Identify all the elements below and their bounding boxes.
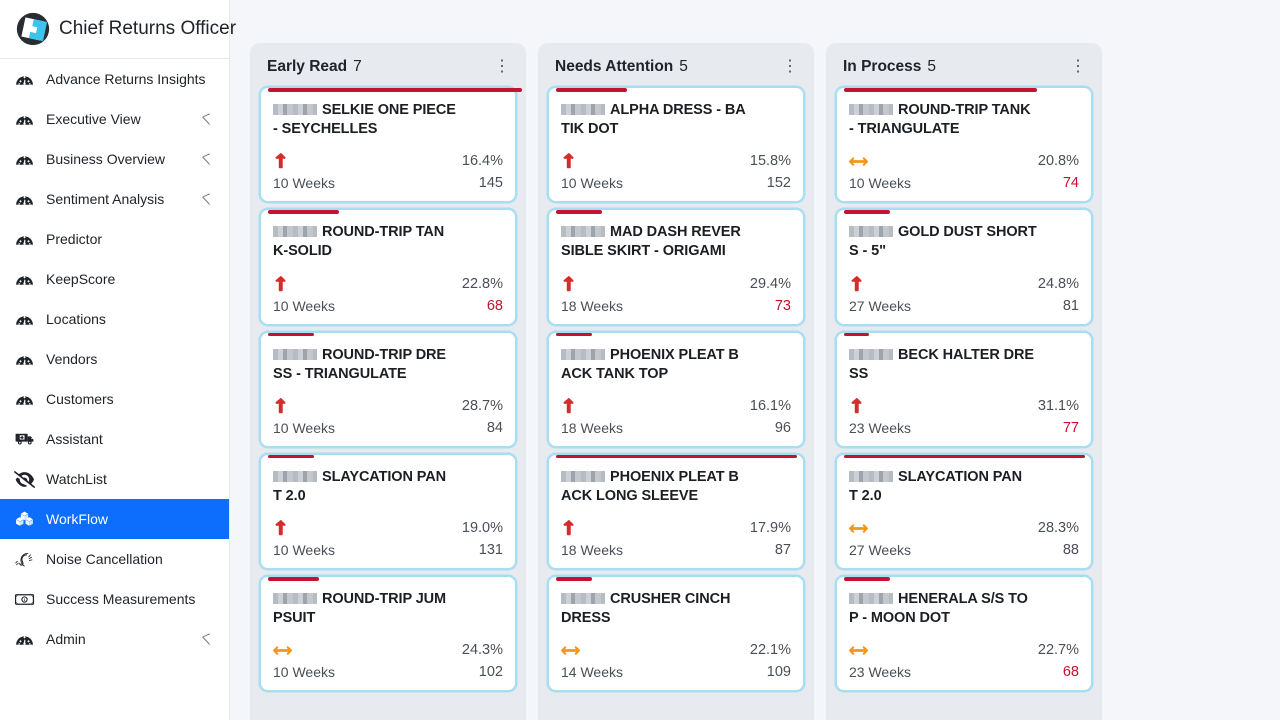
svg-text:1: 1 [23,598,25,602]
